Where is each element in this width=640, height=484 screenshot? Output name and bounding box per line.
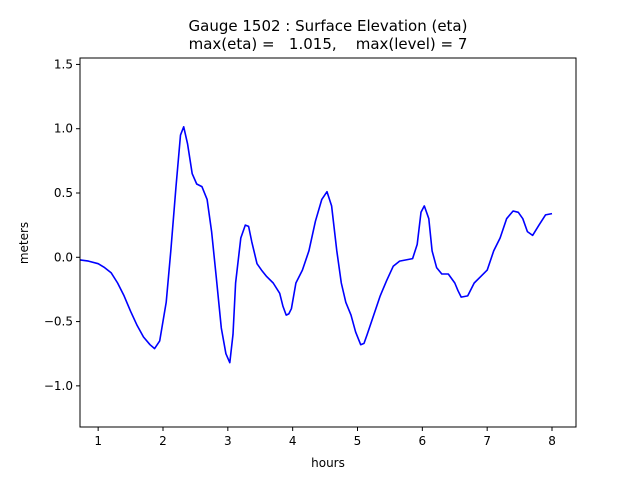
x-tick-label: 6: [419, 434, 427, 448]
y-tick-label: −1.0: [44, 379, 73, 393]
x-tick-label: 2: [159, 434, 167, 448]
series-line-0: [80, 126, 553, 364]
y-tick-label: 0.5: [54, 186, 73, 200]
y-tick-label: 1.5: [54, 57, 73, 71]
y-tick-label: −0.5: [44, 315, 73, 329]
x-tick-label: 4: [289, 434, 297, 448]
y-tick-label: 1.0: [54, 122, 73, 136]
chart-title-line2: max(eta) = 1.015, max(level) = 7: [189, 35, 468, 53]
y-axis-label: meters: [17, 222, 31, 264]
plot-area: 1 2 3 4 5 6 7 8 −1.0 −0.5 0.0 0.5 1.0 1.5: [44, 57, 577, 448]
x-tick-label: 7: [483, 434, 491, 448]
y-tick-label: 0.0: [54, 250, 73, 264]
x-tick-label: 3: [224, 434, 232, 448]
chart-title-line1: Gauge 1502 : Surface Elevation (eta): [189, 17, 468, 35]
x-tick-label: 5: [354, 434, 362, 448]
x-axis-label: hours: [311, 456, 345, 470]
axes-frame: [79, 57, 577, 428]
x-tick-label: 1: [94, 434, 102, 448]
x-tick-label: 8: [548, 434, 556, 448]
